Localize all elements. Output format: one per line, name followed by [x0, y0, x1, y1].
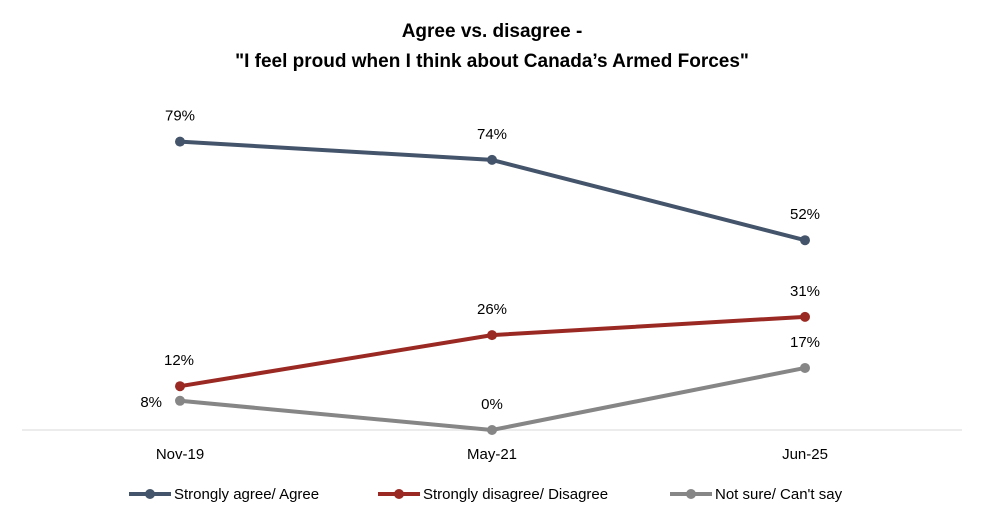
data-point-not-sure-may-21	[487, 425, 497, 435]
data-label-disagree-may-21: 26%	[477, 301, 507, 318]
legend-item-agree: Strongly agree/ Agree	[129, 486, 319, 503]
data-point-disagree-jun-25	[800, 311, 810, 322]
series-not-sure: 8% 0% 17%	[140, 334, 820, 435]
x-tick-label-may-21: May-21	[467, 446, 517, 463]
data-point-agree-nov-19	[175, 136, 185, 147]
data-label-not-sure-jun-25: 17%	[790, 334, 820, 351]
data-label-agree-jun-25: 52%	[790, 206, 820, 223]
legend-label-not-sure: Not sure/ Can't say	[715, 486, 843, 503]
series-layer: 79% 74% 52% 12% 26% 31% 8% 0% 17%	[140, 108, 820, 435]
data-label-disagree-nov-19: 12%	[164, 352, 194, 369]
legend-swatch-marker	[145, 489, 155, 499]
series-line-disagree	[179, 314, 806, 389]
legend-label-agree: Strongly agree/ Agree	[174, 486, 319, 503]
data-label-agree-may-21: 74%	[477, 126, 507, 143]
data-point-disagree-nov-19	[175, 381, 185, 392]
legend-label-disagree: Strongly disagree/ Disagree	[423, 486, 608, 503]
x-tick-labels: Nov-19 May-21 Jun-25	[156, 446, 828, 463]
legend-swatch-marker	[394, 489, 404, 499]
data-point-agree-may-21	[487, 154, 497, 165]
legend: Strongly agree/ Agree Strongly disagree/ …	[129, 486, 843, 503]
data-point-agree-jun-25	[800, 235, 810, 246]
legend-swatch-marker	[686, 489, 696, 499]
legend-item-disagree: Strongly disagree/ Disagree	[378, 486, 608, 503]
series-disagree: 12% 26% 31%	[164, 283, 820, 392]
data-point-not-sure-jun-25	[800, 362, 810, 373]
chart-title-line-2: "I feel proud when I think about Canada’…	[235, 51, 749, 72]
chart-title-line-1: Agree vs. disagree -	[402, 21, 583, 42]
data-point-not-sure-nov-19	[175, 395, 185, 406]
data-point-disagree-may-21	[487, 330, 497, 341]
x-tick-label-jun-25: Jun-25	[782, 446, 828, 463]
data-label-agree-nov-19: 79%	[165, 108, 195, 125]
x-tick-label-nov-19: Nov-19	[156, 446, 204, 463]
data-label-not-sure-may-21: 0%	[481, 396, 503, 413]
data-label-disagree-jun-25: 31%	[790, 283, 820, 300]
data-label-not-sure-nov-19: 8%	[140, 394, 162, 411]
legend-item-not-sure: Not sure/ Can't say	[670, 486, 843, 503]
series-agree: 79% 74% 52%	[165, 108, 820, 246]
